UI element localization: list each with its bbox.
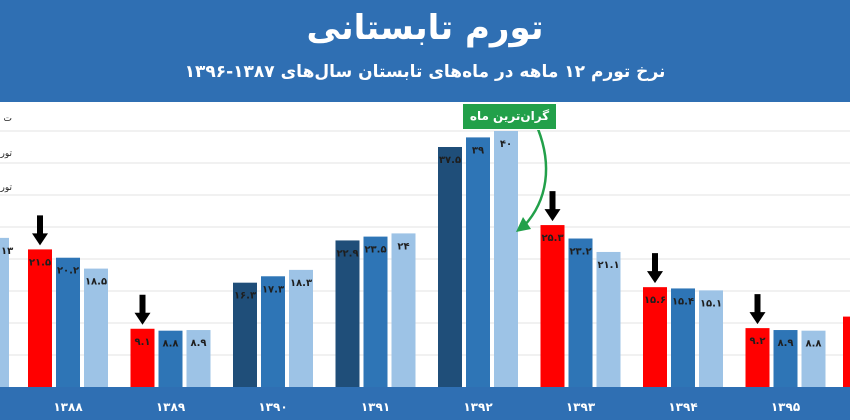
- bar: [745, 328, 770, 387]
- bar: [671, 288, 695, 387]
- bar: [56, 257, 80, 387]
- value-label: ۸.۸: [162, 339, 178, 350]
- bar: [801, 330, 826, 387]
- value-label: ۱۷.۳: [262, 284, 284, 295]
- x-tick-label: ۱۳۹۳: [566, 400, 596, 414]
- legend-entry: ت: [4, 114, 12, 124]
- x-tick-label: ۱۳۹۱: [361, 400, 390, 414]
- value-label: ۲۰.۲: [57, 266, 79, 277]
- value-label: ۲۳.۵: [364, 245, 386, 256]
- x-axis-labels: ۱۳۸۸ ۱۳۸۹ ۱۳۹۰ ۱۳۹۱ ۱۳۹۲ ۱۳۹۳ ۱۳۹۴ ۱۳۹۵: [53, 400, 800, 414]
- bar: [494, 131, 518, 387]
- x-axis-band: [0, 387, 850, 420]
- value-label: ۲۳.۲: [569, 247, 591, 258]
- bar: [568, 238, 593, 387]
- value-label: ۱۳: [1, 246, 13, 257]
- x-tick-label: ۱۳۹۵: [771, 400, 800, 414]
- down-arrow-icon: [32, 215, 48, 246]
- bar: [158, 330, 183, 387]
- value-label: ۲۱.۵: [29, 257, 51, 268]
- bar: [596, 251, 621, 387]
- bar: [0, 237, 9, 387]
- callout-arrowhead-icon: [516, 217, 531, 232]
- bar: [843, 316, 850, 387]
- bar: [28, 249, 52, 387]
- value-label: ۲۴: [397, 241, 409, 252]
- value-label: ۸.۹: [190, 338, 206, 349]
- legend-entry: تورم: [0, 183, 12, 193]
- value-label: ۱۵.۶: [644, 295, 666, 306]
- down-arrow-icon: [134, 294, 151, 325]
- x-tick-label: ۱۳۹۲: [463, 400, 493, 414]
- value-label: ۳۷.۵: [439, 155, 461, 166]
- highlight-arrows: [32, 191, 766, 325]
- bar: [289, 269, 313, 387]
- value-label: ۱۸.۵: [85, 277, 107, 288]
- x-tick-label: ۱۳۹۴: [668, 400, 697, 414]
- value-label: ۹.۱: [134, 337, 150, 348]
- value-label: ۱۵.۱: [700, 298, 722, 309]
- value-label: ۲۲.۹: [336, 248, 358, 259]
- bar-series: [0, 131, 850, 387]
- x-tick-label: ۱۳۸۸: [53, 400, 83, 414]
- most-expensive-callout: گران‌ترین ماه: [462, 103, 557, 130]
- value-label: ۲۱.۱: [597, 260, 619, 271]
- bar: [261, 276, 285, 387]
- bar: [466, 137, 490, 387]
- bar: [84, 268, 108, 387]
- value-label: ۸.۹: [777, 338, 793, 349]
- legend-fragments: ت تورم تورم: [0, 114, 12, 193]
- x-tick-label: ۱۳۸۹: [156, 400, 186, 414]
- x-tick-label: ۱۳۹۰: [258, 400, 287, 414]
- value-labels: ۲۱.۵ ۲۰.۲ ۱۸.۵ ۹.۱ ۸.۸ ۸.۹ ۱۶.۳ ۱۷.۳ ۱۸.۳ ۲۲.۹ ۲۳.…: [1, 139, 822, 350]
- chart-header: [0, 0, 850, 102]
- bar: [335, 240, 360, 387]
- bar: [699, 290, 723, 387]
- down-arrow-icon: [544, 191, 561, 222]
- bar: [643, 287, 667, 387]
- legend-entry: تورم: [0, 149, 12, 159]
- bar: [391, 233, 416, 387]
- value-label: ۴۰: [500, 139, 512, 150]
- value-label: ۹.۲: [749, 336, 765, 347]
- bar: [438, 147, 462, 387]
- bar: [186, 330, 211, 387]
- bar: [540, 225, 565, 387]
- chart-subtitle: نرخ تورم ۱۲ ماهه در ماه‌های تابستان سال‌…: [184, 62, 666, 82]
- value-label: ۸.۸: [805, 339, 821, 350]
- callout-arrow: [523, 128, 548, 227]
- value-label: ۳۹: [472, 145, 484, 156]
- down-arrow-icon: [749, 294, 766, 325]
- bar: [233, 282, 257, 387]
- value-label: ۱۸.۳: [290, 278, 312, 289]
- bar: [130, 328, 155, 387]
- bar: [363, 236, 388, 387]
- down-arrow-icon: [647, 253, 663, 284]
- chart-title: تورم تابستانی: [306, 8, 544, 48]
- value-label: ۱۵.۴: [672, 296, 694, 307]
- value-label: ۱۶.۳: [234, 291, 256, 302]
- value-label: ۲۵.۳: [541, 233, 563, 244]
- bar: [773, 330, 798, 387]
